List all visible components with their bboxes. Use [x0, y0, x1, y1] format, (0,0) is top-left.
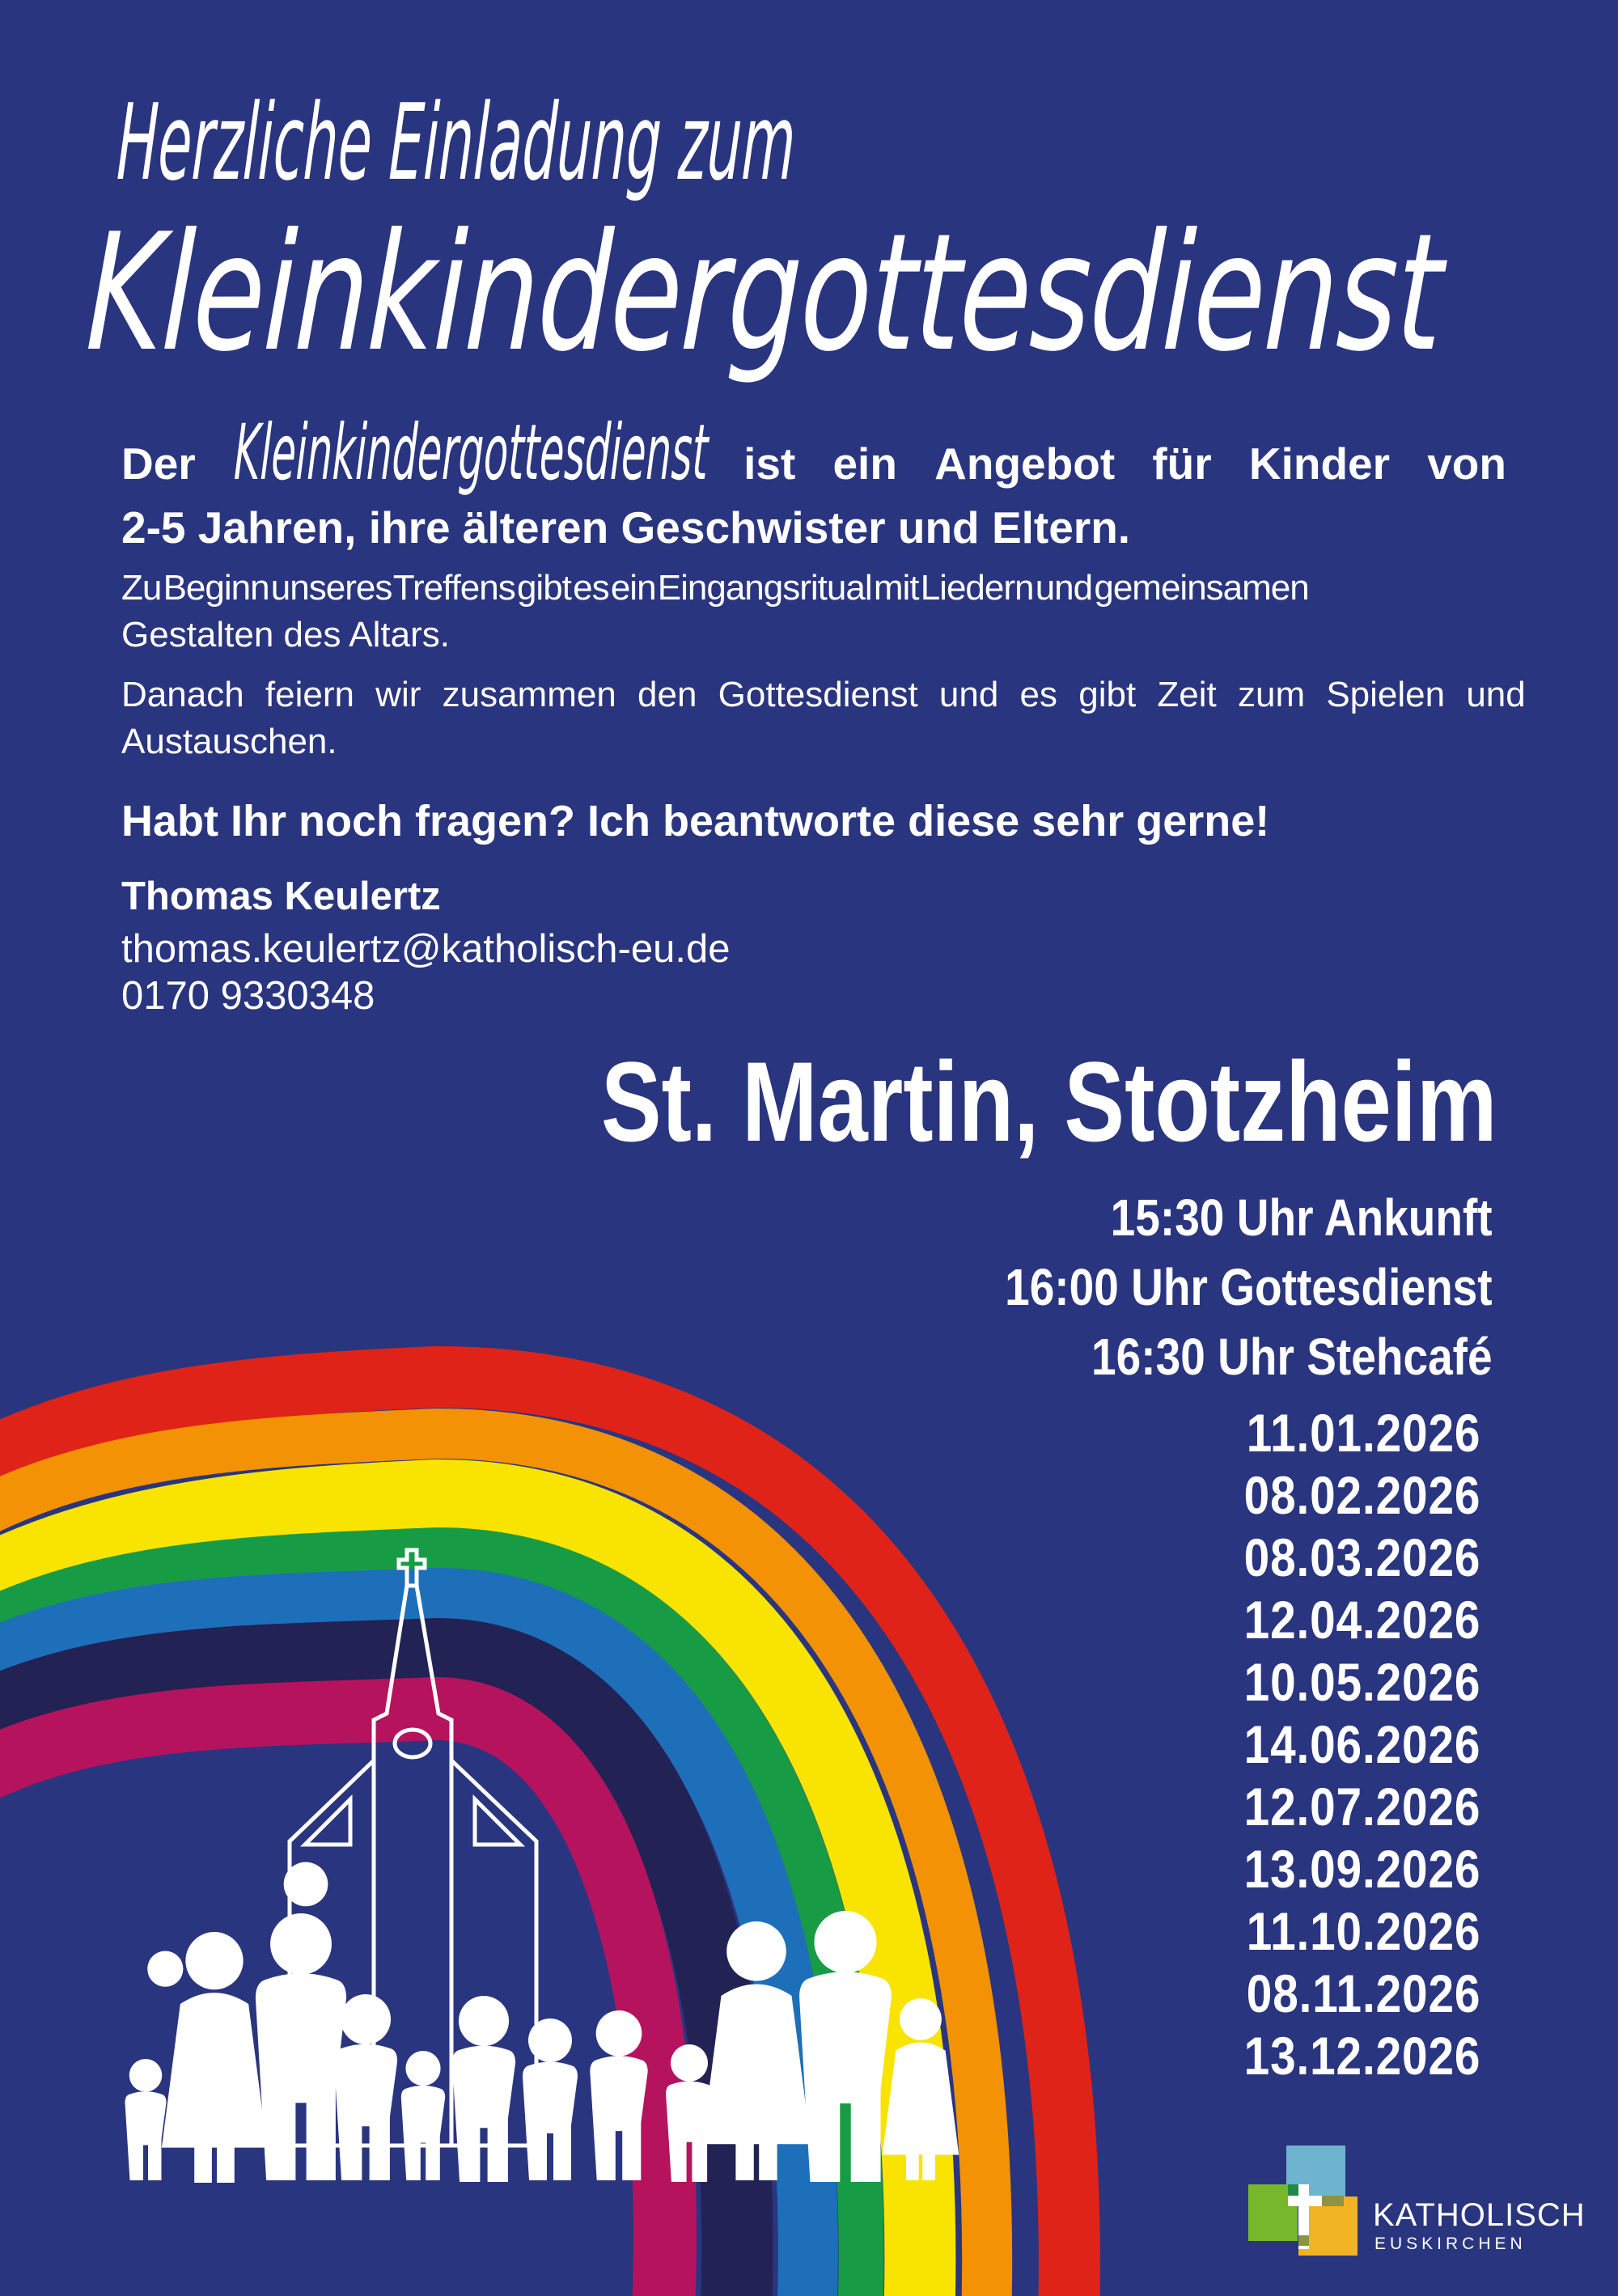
schedule-line: 16:30 Uhr Stehcafé [1091, 1328, 1493, 1386]
schedule-line: 15:30 Uhr Ankunft [1111, 1188, 1493, 1247]
intro-word: ist [743, 438, 796, 489]
paragraph2-line2: Austauschen. [121, 722, 337, 761]
paragraph1-line1: Zu Beginn unseres Treffens gibt es ein E… [121, 568, 1310, 608]
paragraph2-line1: Danach feiern wir zusammen den Gottesdie… [121, 675, 1526, 714]
contact-phone: 0170 9330348 [121, 974, 375, 1018]
intro-line1: Der Kleinkindergottesdienst ist ein Angebot f… [121, 409, 1506, 498]
person-head [528, 2019, 572, 2062]
schedule-line: 16:00 Uhr Gottesdienst [1005, 1258, 1493, 1316]
person-silhouette [255, 1973, 347, 2180]
rainbow-band-red [0, 1345, 1100, 2296]
person-head [340, 1994, 392, 2045]
schedule-list: 15:30 Uhr Ankunft 16:00 Uhr Gottesdienst 1… [1005, 1183, 1493, 1392]
logo-square-dark-green [1288, 2184, 1299, 2196]
person-silhouette [666, 2081, 713, 2182]
question-line: Habt Ihr noch fragen? Ich beantworte die… [121, 797, 1270, 845]
person-head [405, 2051, 441, 2086]
date-item: 12.07.2026 [1243, 1777, 1480, 1836]
logo-square-olive [1322, 2196, 1344, 2206]
date-item: 14.06.2026 [1243, 1714, 1480, 1774]
logo-text-katholisch: KATHOLISCH [1373, 2197, 1586, 2233]
location-title: St. Martin, Stotzheim [600, 1038, 1497, 1165]
intro-line2: 2-5 Jahren, ihre älteren Geschwister und… [121, 502, 1131, 553]
date-item: 13.12.2026 [1243, 2026, 1480, 2086]
intro-script-word: Kleinkindergottesdienst [232, 409, 709, 498]
person-silhouette [882, 2042, 959, 2180]
logo-cross-icon [1288, 2196, 1322, 2206]
dates-list: 11.01.2026 08.02.2026 08.03.2026 12.04.2026… [1243, 1402, 1480, 2087]
person-silhouette [125, 2091, 167, 2180]
person-silhouette [333, 2044, 398, 2180]
person-head [595, 2010, 642, 2057]
person-head [458, 1996, 510, 2047]
rainbow-band-orange [0, 1408, 1013, 2296]
person-head [147, 1951, 184, 1987]
date-item: 12.04.2026 [1243, 1590, 1480, 1650]
person-silhouette [451, 2045, 516, 2182]
date-item: 08.03.2026 [1243, 1527, 1480, 1587]
poster-title-line2: Kleinkindergottesdienst [83, 199, 1445, 388]
person-silhouette [799, 1972, 892, 2182]
person-head [814, 1911, 877, 1974]
logo-square-olive [1298, 2235, 1309, 2246]
logo-katholisch-euskirchen: KATHOLISCH EUSKIRCHEN [1248, 2144, 1618, 2273]
intro-word: von [1427, 438, 1506, 489]
intro-word: ein [832, 438, 897, 489]
person-head [270, 1913, 332, 1975]
person-silhouette [161, 1993, 268, 2183]
date-item: 10.05.2026 [1243, 1652, 1480, 1712]
date-item: 11.01.2026 [1246, 1403, 1480, 1463]
family-silhouettes [125, 1862, 959, 2183]
intro-word: Kinder [1248, 438, 1391, 489]
person-head [671, 2044, 708, 2082]
contact-email: thomas.keulertz@katholisch-eu.de [121, 927, 731, 971]
intro-word: für [1152, 438, 1212, 489]
person-head [129, 2059, 163, 2092]
date-item: 11.10.2026 [1246, 1901, 1480, 1961]
person-head [185, 1932, 244, 1990]
poster-title-line1: Herzliche Einladung zum [115, 81, 798, 204]
contact-name: Thomas Keulertz [121, 875, 441, 918]
person-silhouette [400, 2085, 446, 2180]
paragraph1-line2: Gestalten des Altars. [121, 615, 450, 654]
date-item: 08.02.2026 [1243, 1465, 1480, 1525]
rainbow-arc [0, 1345, 1100, 2296]
logo-text-euskirchen: EUSKIRCHEN [1374, 2235, 1527, 2253]
person-head [283, 1862, 328, 1907]
rainbow-band-magenta [0, 1676, 697, 2296]
rainbow-band-yellow [0, 1459, 956, 2296]
person-silhouette [590, 2056, 648, 2180]
date-item: 13.09.2026 [1243, 1839, 1480, 1899]
person-head [726, 1921, 786, 1981]
intro-word: Angebot [934, 438, 1116, 489]
person-silhouette [701, 1984, 811, 2180]
date-item: 08.11.2026 [1246, 1963, 1480, 2023]
person-silhouette [523, 2061, 578, 2180]
person-head [900, 1998, 942, 2040]
intro-word: Der [121, 438, 196, 489]
